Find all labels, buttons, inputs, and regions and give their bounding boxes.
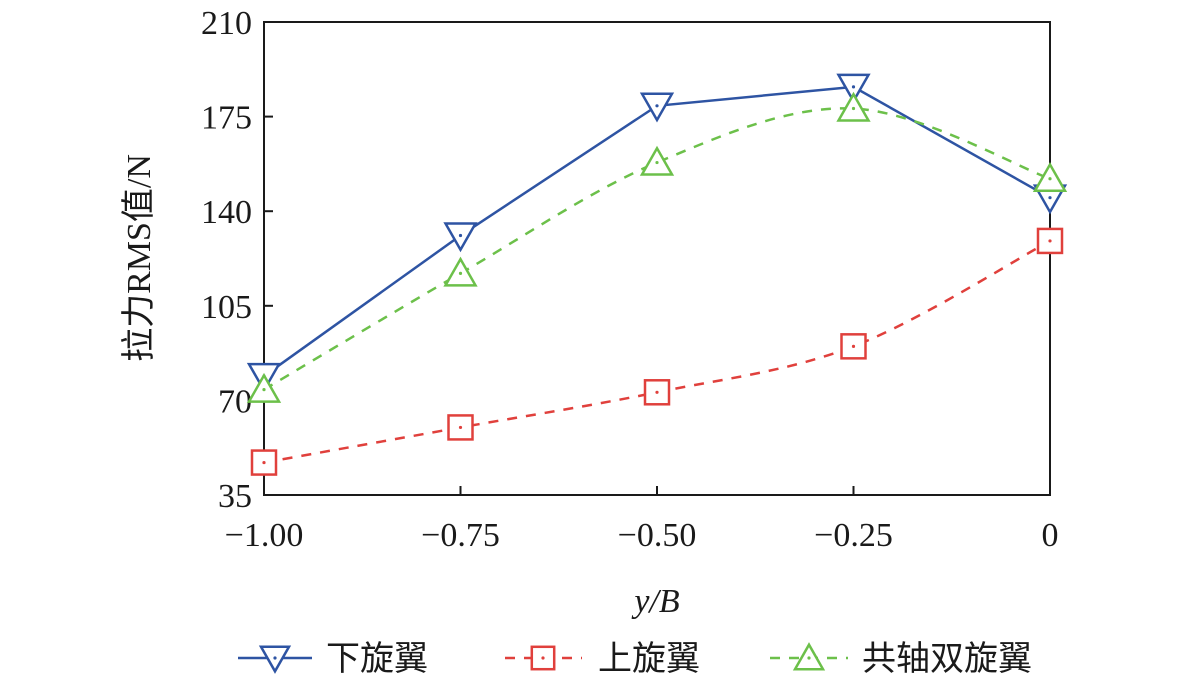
legend-item-3: 共轴双旋翼 <box>770 639 1032 679</box>
y-tick-label: 105 <box>201 289 252 326</box>
data-point-marker <box>840 333 867 360</box>
data-point-marker-center-dot <box>1048 196 1052 200</box>
x-tick-label: −1.00 <box>225 517 304 554</box>
x-tick-label: 0 <box>1042 517 1059 554</box>
series-line <box>263 85 1051 378</box>
y-tick-label: 210 <box>201 5 252 42</box>
data-point-marker-center-dot <box>851 106 856 111</box>
series-lines <box>246 73 1068 476</box>
x-tick-label: −0.25 <box>814 517 893 554</box>
data-point-marker-center-dot <box>1048 239 1052 243</box>
data-point-marker <box>447 414 474 441</box>
legend-label: 共轴双旋翼 <box>862 639 1032 679</box>
data-point-marker-center-dot <box>655 104 659 108</box>
legend-label: 上旋翼 <box>598 639 700 679</box>
legend-item-1: 下旋翼 <box>238 639 428 679</box>
x-axis-ticks: −1.00 −0.75 −0.50 −0.25 0 <box>225 486 1059 554</box>
data-point-marker-center-dot <box>262 387 266 392</box>
series-line <box>263 107 1051 391</box>
series-line <box>263 239 1051 464</box>
x-axis-label: y/B <box>631 583 680 620</box>
data-point-marker-center-dot <box>458 271 463 275</box>
data-point-marker-center-dot <box>458 233 463 238</box>
series-2 <box>250 227 1064 476</box>
y-tick-label: 35 <box>218 478 252 515</box>
data-point-marker <box>643 379 671 406</box>
y-axis-ticks: 35 70 105 140 175 210 <box>201 5 273 515</box>
legend-marker-center-dot <box>541 656 545 660</box>
data-point-marker-center-dot <box>458 425 463 430</box>
series-3 <box>246 91 1068 403</box>
legend-marker-center-dot <box>273 656 277 660</box>
y-tick-label: 140 <box>201 194 252 231</box>
series-1 <box>246 73 1068 393</box>
y-tick-label: 70 <box>218 383 252 420</box>
legend-item-2: 上旋翼 <box>505 639 700 679</box>
y-axis-label: 拉力RMS值/N <box>120 154 158 362</box>
x-tick-label: −0.75 <box>421 517 500 554</box>
legend-marker-center-dot <box>807 656 811 660</box>
data-point-marker-center-dot <box>851 85 856 89</box>
data-point-marker-center-dot <box>655 160 659 165</box>
x-tick-label: −0.50 <box>618 517 697 554</box>
axis-labels: y/B 拉力RMS值/N <box>120 154 680 620</box>
data-point-marker-center-dot <box>262 460 266 465</box>
legend-label: 下旋翼 <box>326 639 428 679</box>
legend: 下旋翼 上旋翼 共轴双旋翼 <box>238 639 1032 679</box>
data-point-marker-center-dot <box>851 344 856 348</box>
y-tick-label: 175 <box>201 100 252 137</box>
data-point-marker-center-dot <box>1048 177 1052 181</box>
data-point-marker-center-dot <box>655 390 659 394</box>
